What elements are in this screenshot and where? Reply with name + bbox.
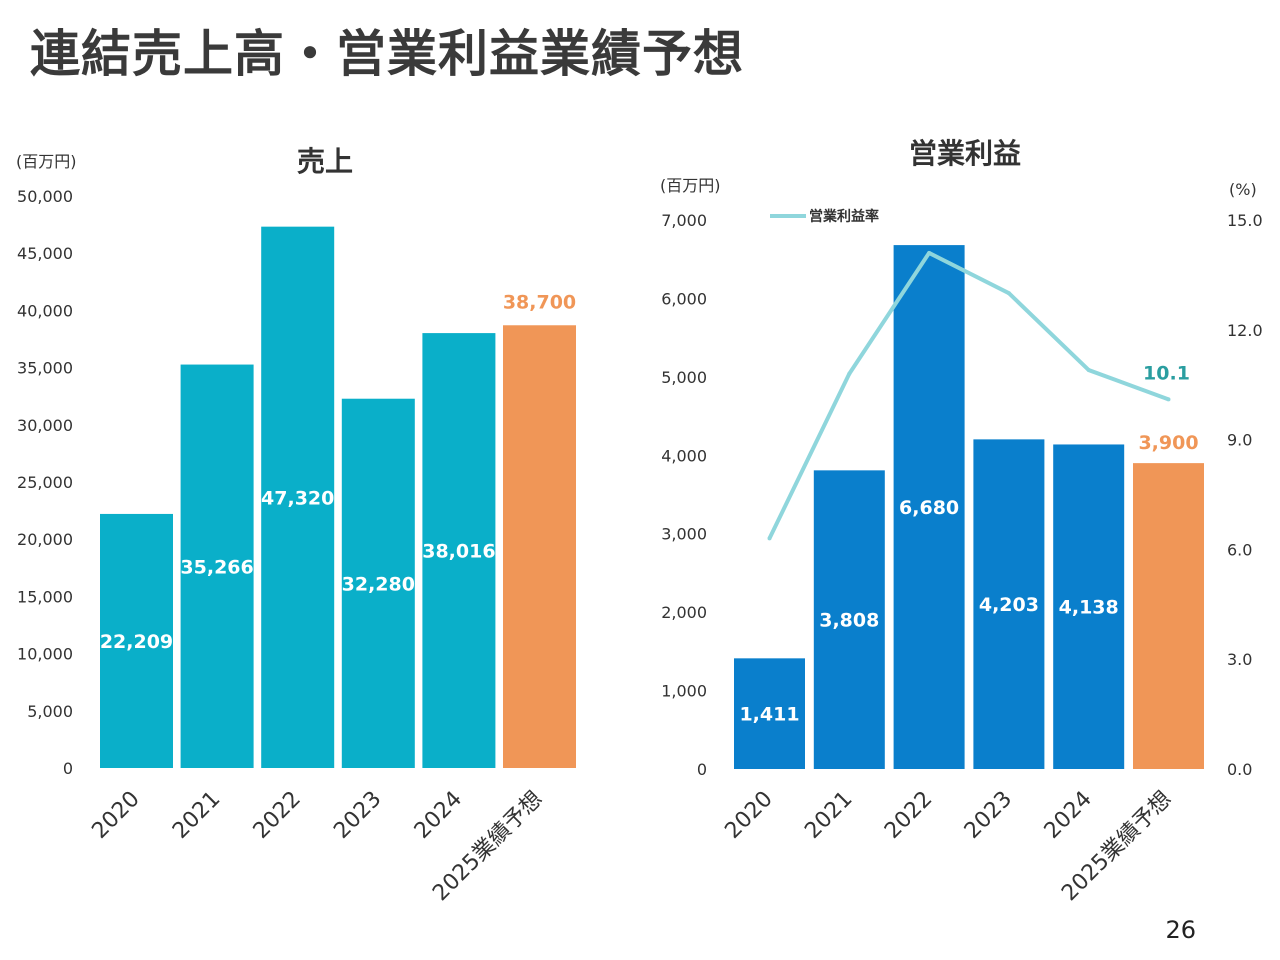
profit-y2-tick-label: 12.0	[1227, 321, 1263, 340]
sales-y-tick-label: 25,000	[17, 473, 73, 492]
sales-bar	[503, 325, 576, 768]
sales-y-tick-label: 15,000	[17, 587, 73, 606]
profit-x-tick-label: 2023	[960, 787, 1017, 844]
sales-data-label: 35,266	[180, 556, 253, 578]
operating-margin-point	[1086, 368, 1091, 373]
profit-y-tick-label: 3,000	[661, 525, 707, 544]
operating-margin-point	[1166, 397, 1171, 402]
sales-data-label: 32,280	[342, 573, 415, 595]
profit-y2-tick-label: 3.0	[1227, 650, 1252, 669]
sales-y-tick-label: 50,000	[17, 187, 73, 206]
profit-data-label: 4,203	[979, 594, 1039, 616]
profit-data-label: 4,138	[1059, 597, 1119, 619]
sales-data-label: 38,016	[422, 541, 495, 563]
profit-y2-tick-label: 0.0	[1227, 760, 1252, 779]
profit-y2-tick-label: 15.0	[1227, 211, 1263, 230]
profit-y-tick-label: 5,000	[661, 368, 707, 387]
profit-bar	[1053, 444, 1125, 769]
sales-data-label: 22,209	[100, 631, 173, 653]
sales-y-tick-label: 45,000	[17, 244, 73, 263]
sales-y-tick-label: 0	[63, 759, 73, 778]
page-number: 26	[1165, 916, 1196, 944]
profit-y-tick-label: 0	[697, 760, 707, 779]
sales-y-tick-label: 40,000	[17, 301, 73, 320]
profit-data-label: 1,411	[739, 704, 799, 726]
profit-bar	[893, 245, 965, 769]
operating-margin-point	[1006, 291, 1011, 296]
profit-x-tick-label: 2021	[800, 787, 857, 844]
sales-bar	[180, 364, 254, 768]
sales-bar	[422, 333, 496, 768]
profit-y-tick-label: 1,000	[661, 682, 707, 701]
profit-data-label: 3,808	[819, 610, 879, 632]
operating-margin-point	[847, 371, 852, 376]
sales-unit-label: (百万円)	[16, 152, 77, 171]
profit-bar	[813, 470, 885, 769]
profit-bar	[734, 658, 805, 769]
operating-margin-end-label: 10.1	[1143, 362, 1190, 384]
profit-y2-tick-label: 6.0	[1227, 540, 1252, 559]
sales-bar	[261, 226, 335, 769]
sales-data-label: 47,320	[261, 487, 334, 509]
sales-y-tick-label: 5,000	[27, 702, 73, 721]
sales-y-tick-label: 35,000	[17, 359, 73, 378]
profit-y-tick-label: 7,000	[661, 211, 707, 230]
sales-bar	[341, 398, 415, 768]
sales-chart-title: 売上	[296, 145, 353, 178]
profit-y-tick-label: 6,000	[661, 289, 707, 308]
sales-y-tick-label: 10,000	[17, 645, 73, 664]
page-title: 連結売上高・営業利益業績予想	[30, 25, 744, 83]
profit-y-tick-label: 2,000	[661, 603, 707, 622]
profit-bar	[973, 439, 1045, 769]
operating-margin-point	[927, 250, 932, 255]
profit-x-tick-label: 2022	[880, 787, 937, 844]
profit-chart-title: 営業利益	[908, 137, 1021, 170]
profit-data-label: 6,680	[899, 497, 959, 519]
sales-bar	[100, 513, 173, 768]
profit-unit-label: (百万円)	[660, 176, 721, 195]
profit-right-unit-label: (%)	[1229, 180, 1257, 199]
profit-x-tick-label: 2024	[1040, 787, 1097, 844]
profit-x-tick-label: 2020	[720, 787, 777, 844]
profit-y2-tick-label: 9.0	[1227, 431, 1252, 450]
profit-data-label: 3,900	[1138, 432, 1198, 454]
legend-label: 営業利益率	[809, 208, 879, 225]
sales-data-label: 38,700	[503, 291, 576, 313]
operating-margin-point	[767, 536, 772, 541]
profit-bar	[1133, 463, 1204, 769]
operating-margin-line	[767, 250, 1170, 540]
sales-y-tick-label: 20,000	[17, 530, 73, 549]
profit-y-tick-label: 4,000	[661, 446, 707, 465]
sales-y-tick-label: 30,000	[17, 416, 73, 435]
